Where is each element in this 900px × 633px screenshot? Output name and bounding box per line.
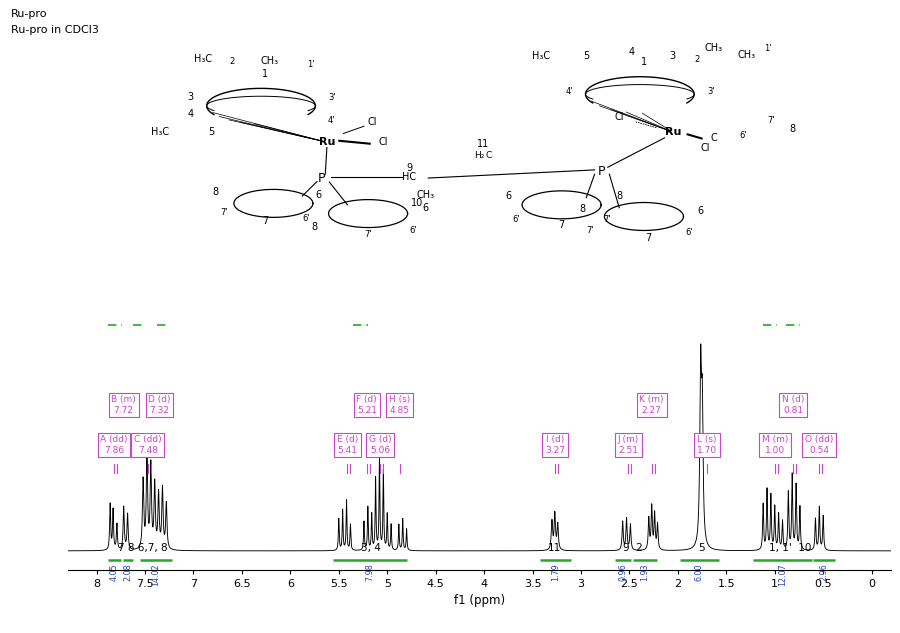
Text: 1': 1'	[307, 60, 314, 68]
Text: M (m)
1.00: M (m) 1.00	[761, 436, 788, 454]
Text: 6': 6'	[410, 225, 418, 234]
Text: 11: 11	[477, 139, 490, 149]
Text: 1.93: 1.93	[641, 563, 650, 581]
Text: 3': 3'	[706, 87, 715, 96]
Text: CH₃: CH₃	[738, 50, 756, 60]
Text: 1, 1'  10: 1, 1' 10	[770, 543, 812, 553]
Text: 6': 6'	[686, 229, 693, 237]
Text: 7': 7'	[220, 208, 228, 217]
Text: 1': 1'	[764, 44, 771, 53]
Text: B (m)
7.72: B (m) 7.72	[112, 395, 136, 415]
Text: 8: 8	[789, 124, 796, 134]
Text: 6': 6'	[739, 131, 747, 140]
Text: 12.07: 12.07	[778, 563, 787, 586]
Text: 8: 8	[212, 187, 219, 197]
Text: F (d)
5.21: F (d) 5.21	[356, 395, 377, 415]
Text: 4': 4'	[328, 116, 336, 125]
Text: Cl: Cl	[367, 116, 377, 127]
Text: 5: 5	[583, 51, 590, 61]
Text: 2: 2	[230, 56, 235, 66]
Text: 7': 7'	[587, 225, 594, 234]
Text: 6: 6	[423, 203, 428, 213]
Text: H (s)
4.85: H (s) 4.85	[389, 395, 410, 415]
Text: 7: 7	[559, 220, 564, 230]
Text: 8: 8	[311, 222, 318, 232]
Text: 1: 1	[262, 69, 268, 78]
Text: Ru: Ru	[319, 137, 335, 147]
Text: 5: 5	[698, 543, 705, 553]
Text: 3, 4: 3, 4	[361, 543, 381, 553]
Text: G (d)
5.06: G (d) 5.06	[369, 436, 392, 454]
Text: 7: 7	[645, 233, 652, 243]
Text: K (m)
2.27: K (m) 2.27	[640, 395, 664, 415]
Text: 3': 3'	[328, 93, 336, 102]
Text: 5: 5	[209, 127, 215, 137]
Text: 2.08: 2.08	[123, 563, 132, 581]
Text: 4': 4'	[565, 87, 572, 96]
Text: C: C	[711, 133, 717, 143]
Text: H₃C: H₃C	[194, 54, 212, 64]
Text: H₃C: H₃C	[151, 127, 169, 137]
Text: 1.79: 1.79	[552, 563, 561, 581]
Text: 0.96: 0.96	[618, 563, 627, 581]
Text: 4: 4	[187, 110, 194, 120]
Text: 7': 7'	[364, 230, 372, 239]
Text: H₃C: H₃C	[532, 51, 550, 61]
Text: D (d)
7.32: D (d) 7.32	[148, 395, 171, 415]
Text: 8: 8	[579, 204, 585, 214]
Text: 7: 7	[262, 216, 268, 226]
Text: A (dd)
7.86: A (dd) 7.86	[100, 436, 128, 454]
Text: 14.02: 14.02	[151, 563, 160, 586]
Text: N (d)
0.81: N (d) 0.81	[782, 395, 805, 415]
Text: 6': 6'	[302, 214, 310, 223]
Text: C (dd)
7.48: C (dd) 7.48	[134, 436, 162, 454]
Text: 6: 6	[316, 189, 321, 199]
Text: Cl: Cl	[378, 137, 388, 147]
Text: 3: 3	[187, 92, 194, 102]
Text: CH₃: CH₃	[417, 189, 435, 199]
Text: 2: 2	[695, 55, 700, 64]
Text: O (dd)
0.54: O (dd) 0.54	[806, 436, 833, 454]
Text: C: C	[486, 151, 492, 160]
Text: E (d)
5.41: E (d) 5.41	[337, 436, 358, 454]
Text: 7': 7'	[603, 215, 611, 224]
Text: 7 8 6,7, 8: 7 8 6,7, 8	[118, 543, 168, 553]
Text: H₂: H₂	[474, 151, 484, 160]
Text: 10: 10	[411, 198, 424, 208]
Text: 6: 6	[505, 191, 511, 201]
Text: Ru: Ru	[664, 127, 681, 137]
Text: P: P	[598, 165, 605, 178]
Text: L (s)
1.70: L (s) 1.70	[697, 436, 717, 454]
Text: Cl: Cl	[701, 143, 710, 153]
Text: J (m)
2.51: J (m) 2.51	[617, 436, 639, 454]
Text: CH₃: CH₃	[705, 42, 723, 53]
Text: 8: 8	[616, 191, 622, 201]
Text: Ru-pro: Ru-pro	[11, 9, 48, 20]
Text: 6.00: 6.00	[695, 563, 704, 581]
Text: 9  2: 9 2	[624, 543, 644, 553]
Text: 4.05: 4.05	[110, 563, 119, 581]
Text: 6: 6	[697, 206, 703, 216]
Text: 11: 11	[548, 543, 562, 553]
Text: Ru-pro in CDCl3: Ru-pro in CDCl3	[11, 25, 99, 35]
Text: 7': 7'	[768, 116, 776, 125]
Text: 1: 1	[641, 57, 647, 67]
Text: 9: 9	[406, 163, 412, 173]
Text: 6': 6'	[512, 215, 520, 224]
Text: CH₃: CH₃	[260, 56, 278, 66]
Text: HC: HC	[402, 172, 417, 182]
Text: Cl: Cl	[615, 113, 624, 122]
Text: P: P	[318, 172, 325, 185]
Text: 3: 3	[670, 51, 676, 61]
Text: 2.96: 2.96	[820, 563, 829, 581]
Text: I (d)
3.27: I (d) 3.27	[544, 436, 565, 454]
Text: 7.98: 7.98	[365, 563, 374, 581]
Text: 4: 4	[628, 47, 634, 57]
X-axis label: f1 (ppm): f1 (ppm)	[454, 594, 505, 607]
